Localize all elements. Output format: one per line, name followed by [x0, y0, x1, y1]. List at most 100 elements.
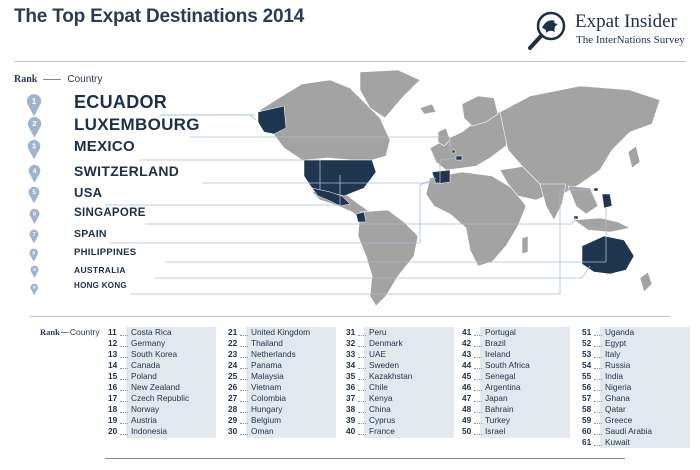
- legend-small-rank: Rank: [40, 327, 60, 337]
- brand-logo: Expat Insider The InterNations Survey: [525, 8, 695, 56]
- rank-pin-1: 1: [26, 93, 42, 121]
- rank-country: Israel: [485, 426, 506, 436]
- rank-number: 18: [108, 404, 118, 414]
- rank-dots: [474, 335, 482, 336]
- rank-number: 35: [346, 371, 356, 381]
- rank-number: 31: [346, 327, 356, 337]
- rank-dots: [240, 346, 248, 347]
- top-country-name: USA: [74, 185, 103, 201]
- section-divider: [30, 316, 670, 317]
- rank-dots: [474, 390, 482, 391]
- rank-country: Indonesia: [131, 426, 167, 436]
- rank-pin-4: 4: [28, 164, 41, 188]
- rank-number: 37: [346, 393, 356, 403]
- rank-country: Sweden: [369, 360, 399, 370]
- rank-country: Greece: [605, 415, 633, 425]
- rank-number: 20: [108, 426, 118, 436]
- rank-number: 19: [108, 415, 118, 425]
- top-country-name: ECUADOR: [74, 92, 168, 113]
- legend-country: Country: [67, 74, 103, 85]
- rank-dots: [474, 412, 482, 413]
- rank-dots: [120, 434, 128, 435]
- top-country-name: AUSTRALIA: [74, 264, 126, 275]
- rank-dots: [240, 412, 248, 413]
- rank-country: Qatar: [605, 404, 626, 414]
- rank-dots: [120, 357, 128, 358]
- rank-dots: [474, 379, 482, 380]
- rank-country: Vietnam: [251, 382, 282, 392]
- map-philippines: [601, 193, 613, 209]
- rank-dots: [474, 346, 482, 347]
- rank-country: South Korea: [131, 349, 178, 359]
- rank-country: Malaysia: [251, 371, 284, 381]
- top-country-name: LUXEMBOURG: [74, 114, 200, 134]
- legend-small-country: Country: [69, 327, 100, 337]
- rank-pin-number: 2: [32, 119, 36, 128]
- rank-number: 29: [228, 415, 238, 425]
- rank-number: 12: [108, 338, 118, 348]
- rank-country: Senegal: [485, 371, 516, 381]
- rank-dots: [358, 357, 366, 358]
- rank-number: 52: [582, 338, 592, 348]
- rank-legend-small: Rank Country: [40, 327, 100, 337]
- rank-column: 31 Peru 32 Denmark 33 UAE 34 Sweden 35 Kazakhstan…: [346, 327, 456, 438]
- magnifier-bird-icon: [528, 11, 566, 50]
- rank-dots: [474, 401, 482, 402]
- rank-number: 45: [462, 371, 472, 381]
- top-country-name: PHILIPPINES: [74, 247, 137, 259]
- map-mexico: [311, 187, 351, 207]
- rank-country: Saudi Arabia: [605, 426, 653, 436]
- rank-dots: [594, 445, 602, 446]
- rank-dots: [594, 346, 602, 347]
- top-country-name: HONG KONG: [74, 281, 127, 291]
- rank-country: Kazakhstan: [369, 371, 413, 381]
- map-luxembourg: [451, 149, 456, 154]
- rank-number: 42: [462, 338, 472, 348]
- rank-country: Italy: [605, 349, 621, 359]
- rank-dots: [358, 412, 366, 413]
- column-panel: [600, 327, 690, 448]
- rank-dots: [358, 379, 366, 380]
- rank-dots: [594, 423, 602, 424]
- top-country-name: SINGAPORE: [74, 207, 146, 220]
- rank-dots: [240, 379, 248, 380]
- rank-number: 30: [228, 426, 238, 436]
- rank-number: 40: [346, 426, 356, 436]
- rank-number: 61: [582, 437, 592, 447]
- rank-country: Hungary: [251, 404, 283, 414]
- top-country-name: SWITZERLAND: [74, 162, 180, 179]
- rank-number: 41: [462, 327, 472, 337]
- rank-dots: [240, 434, 248, 435]
- map-switzerland: [455, 155, 463, 161]
- rank-country: Cyprus: [369, 415, 396, 425]
- rank-number: 44: [462, 360, 472, 370]
- rank-number: 38: [346, 404, 356, 414]
- rank-country: Panama: [251, 360, 282, 370]
- rank-country: South Africa: [485, 360, 530, 370]
- rank-column: 21 United Kingdom 22 Thailand 23 Netherlands 2…: [228, 327, 338, 438]
- rank-pin-number: 4: [32, 167, 36, 174]
- rank-country: United Kingdom: [251, 327, 311, 337]
- footer-divider: [105, 458, 625, 459]
- rank-country: Costa Rica: [131, 327, 172, 337]
- rank-number: 53: [582, 349, 592, 359]
- rank-dots: [120, 335, 128, 336]
- map-hong-kong: [593, 187, 599, 192]
- rank-dots: [120, 423, 128, 424]
- rank-dots: [120, 390, 128, 391]
- brand-name: Expat Insider: [575, 11, 677, 32]
- rank-dots: [358, 401, 366, 402]
- rank-country: Colombia: [251, 393, 287, 403]
- column-panel: [126, 327, 216, 438]
- rank-number: 48: [462, 404, 472, 414]
- rank-dots: [474, 423, 482, 424]
- rank-number: 14: [108, 360, 118, 370]
- rank-number: 39: [346, 415, 356, 425]
- rank-pin-2: 2: [27, 116, 42, 143]
- rank-country: Uganda: [605, 327, 635, 337]
- map-alaska: [257, 105, 287, 135]
- rank-number: 17: [108, 393, 118, 403]
- rank-country: Norway: [131, 404, 160, 414]
- rank-country: Ghana: [605, 393, 630, 403]
- rank-country: Argentina: [485, 382, 521, 392]
